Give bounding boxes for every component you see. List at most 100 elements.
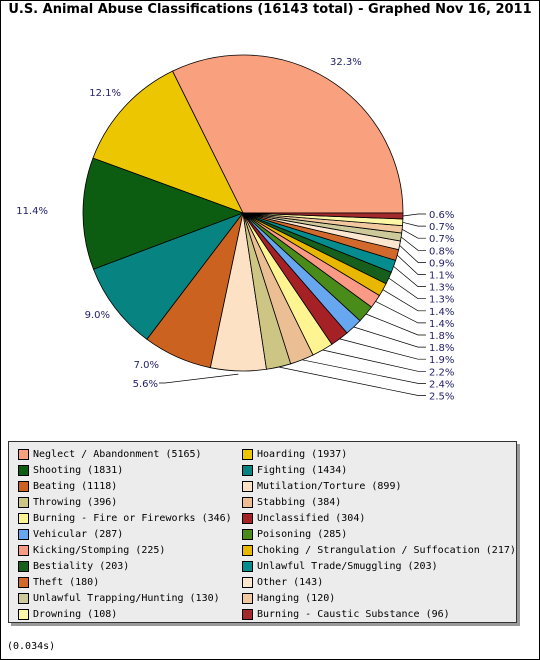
legend-swatch [18, 512, 29, 524]
slice-leader-line [365, 313, 426, 336]
legend: Neglect / Abandonment (5165) Hoarding (19… [8, 441, 517, 623]
legend-label: Mutilation/Torture (899) [257, 480, 402, 492]
legend-item: Hanging (120) [242, 591, 335, 605]
legend-swatch [242, 560, 253, 572]
legend-item: Mutilation/Torture (899) [242, 479, 402, 493]
legend-swatch [242, 448, 253, 460]
legend-label: Burning - Fire or Fireworks (346) [33, 512, 232, 524]
legend-swatch [242, 608, 253, 620]
slice-percent-label: 1.4% [429, 319, 454, 330]
pie-slice [82, 157, 245, 270]
legend-label: Throwing (396) [33, 496, 118, 508]
legend-item: Burning - Caustic Substance (96) [242, 607, 450, 621]
slice-percent-label: 1.8% [429, 343, 454, 354]
legend-swatch [242, 592, 253, 604]
slice-percent-label: 32.3% [330, 57, 362, 68]
render-time: (0.034s) [7, 641, 56, 652]
slice-percent-label: 12.1% [89, 88, 121, 99]
slice-percent-label: 1.3% [429, 295, 454, 306]
legend-item: Choking / Strangulation / Suffocation (2… [242, 543, 516, 557]
pie-slice [242, 212, 404, 220]
slice-leader-line [393, 266, 426, 287]
legend-item: Unlawful Trade/Smuggling (203) [242, 559, 438, 573]
legend-item: Vehicular (287) [18, 527, 123, 541]
slice-leader-line [402, 213, 426, 217]
slice-leader-line [339, 338, 426, 360]
chart-title: U.S. Animal Abuse Classifications (16143… [8, 2, 532, 17]
legend-label: Other (143) [257, 576, 324, 588]
slice-leader-line [402, 221, 426, 227]
slice-percent-label: 0.9% [429, 258, 454, 269]
legend-label: Poisoning (285) [257, 528, 348, 540]
legend-swatch [18, 608, 29, 620]
legend-label: Fighting (1434) [257, 464, 348, 476]
legend-item: Shooting (1831) [18, 463, 123, 477]
legend-label: Unlawful Trapping/Hunting (130) [33, 592, 220, 604]
slice-percent-label: 9.0% [85, 310, 110, 321]
pie-slice [92, 212, 245, 340]
slice-percent-label: 0.7% [429, 222, 454, 233]
legend-label: Kicking/Stomping (225) [33, 544, 166, 556]
legend-swatch [242, 544, 253, 556]
slice-percent-label: 1.9% [429, 355, 454, 366]
legend-swatch [242, 464, 253, 476]
legend-item: Unclassified (304) [242, 511, 365, 525]
legend-label: Unlawful Trade/Smuggling (203) [257, 560, 438, 572]
legend-swatch [18, 544, 29, 556]
legend-swatch [18, 576, 29, 588]
slice-percent-label: 0.7% [429, 234, 454, 245]
legend-swatch [18, 480, 29, 492]
legend-item: Poisoning (285) [242, 527, 347, 541]
slice-percent-label: 2.4% [429, 379, 454, 390]
slice-leader-line [159, 373, 239, 384]
legend-swatch [242, 512, 253, 524]
slice-percent-label: 1.8% [429, 331, 454, 342]
slice-leader-line [382, 289, 426, 312]
slice-percent-label: 0.8% [429, 246, 454, 257]
slice-leader-line [353, 326, 426, 348]
pie-slice [171, 54, 404, 214]
legend-label: Choking / Strangulation / Suffocation (2… [257, 544, 516, 556]
legend-label: Bestiality (203) [33, 560, 130, 572]
legend-swatch [18, 496, 29, 508]
legend-swatch [242, 480, 253, 492]
legend-item: Throwing (396) [18, 495, 117, 509]
slice-leader-line [401, 228, 426, 239]
pie-chart: 32.3%12.1%11.4%9.0%7.0%5.6%2.5%2.4%2.2%1… [16, 54, 454, 403]
legend-item: Burning - Fire or Fireworks (346) [18, 511, 232, 525]
legend-item: Neglect / Abandonment (5165) [18, 447, 202, 461]
slice-percent-label: 5.6% [133, 379, 158, 390]
legend-item: Fighting (1434) [242, 463, 347, 477]
legend-item: Beating (1118) [18, 479, 117, 493]
slice-leader-line [396, 254, 426, 275]
slice-percent-label: 7.0% [134, 360, 159, 371]
legend-label: Drowning (108) [33, 608, 118, 620]
slice-leader-line [302, 359, 426, 384]
legend-label: Beating (1118) [33, 480, 118, 492]
legend-label: Hoarding (1937) [257, 448, 348, 460]
legend-item: Kicking/Stomping (225) [18, 543, 165, 557]
legend-label: Unclassified (304) [257, 512, 366, 524]
pie-slice [92, 70, 244, 214]
legend-swatch [242, 496, 253, 508]
legend-swatch [242, 576, 253, 588]
slice-leader-line [322, 349, 426, 372]
legend-label: Shooting (1831) [33, 464, 124, 476]
legend-item: Unlawful Trapping/Hunting (130) [18, 591, 220, 605]
legend-item: Hoarding (1937) [242, 447, 347, 461]
legend-swatch [18, 448, 29, 460]
legend-label: Burning - Caustic Substance (96) [257, 608, 450, 620]
slice-percent-label: 2.5% [429, 392, 454, 403]
slice-percent-label: 1.1% [429, 271, 454, 282]
legend-label: Theft (180) [33, 576, 100, 588]
legend-swatch [18, 464, 29, 476]
legend-label: Stabbing (384) [257, 496, 342, 508]
legend-label: Hanging (120) [257, 592, 336, 604]
legend-item: Drowning (108) [18, 607, 117, 621]
legend-swatch [18, 528, 29, 540]
slice-leader-line [399, 245, 426, 263]
legend-swatch [242, 528, 253, 540]
legend-item: Other (143) [242, 575, 323, 589]
slice-percent-label: 1.4% [429, 307, 454, 318]
slice-percent-label: 2.2% [429, 367, 454, 378]
